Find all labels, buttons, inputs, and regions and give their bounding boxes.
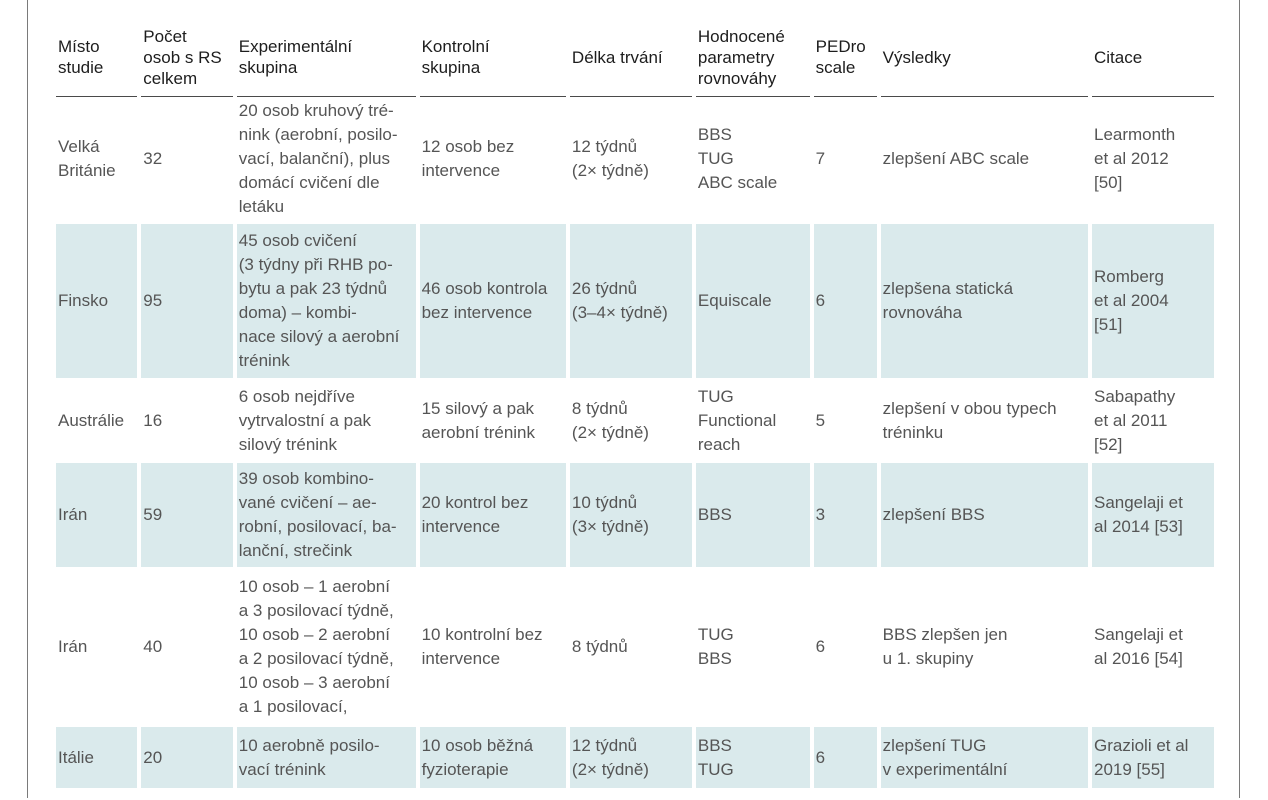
- cell-experimental: 45 osob cvičení (3 týdny při RHB po- byt…: [236, 224, 416, 378]
- cell-location: Austrálie: [58, 410, 125, 430]
- cell-duration: 12 týdnů (2× týdně): [571, 137, 649, 180]
- cell-citation: Sangelaji et al 2014 [53]: [1091, 463, 1214, 567]
- cell-experimental: 6 osob nejdříve vytrvalostní a pak silov…: [238, 386, 372, 454]
- cell-duration: 26 týdnů (3–4× týdně): [569, 224, 692, 378]
- header-count: Počet osob s RS celkem: [141, 22, 233, 97]
- cell-pedro: 6: [815, 637, 826, 656]
- cell-citation: Sangelaji et al 2016 [54]: [1093, 625, 1183, 668]
- cell-location: Irán: [58, 637, 88, 656]
- cell-experimental: 39 osob kombino- vané cvičení – ae- robn…: [236, 463, 416, 567]
- header-row: Místo studie Počet osob s RS celkem Expe…: [56, 22, 1214, 97]
- cell-experimental: 10 aerobně posilo- vací trénink: [236, 727, 416, 788]
- cell-location: Velká Británie: [58, 137, 116, 180]
- cell-results: zlepšena statická rovnováha: [880, 224, 1088, 378]
- cell-count: 16: [143, 410, 163, 430]
- table-row: Irán 40 10 osob – 1 aerobní a 3 posilova…: [56, 570, 1214, 724]
- cell-citation: Grazioli et al 2019 [55]: [1091, 727, 1214, 788]
- cell-parameters: TUG BBS: [697, 625, 734, 668]
- cell-count: 32: [143, 149, 163, 168]
- header-experimental: Experimentální skupina: [236, 22, 416, 97]
- cell-duration: 8 týdnů: [571, 637, 628, 656]
- cell-parameters: BBS: [695, 463, 810, 567]
- cell-count: 20: [141, 727, 233, 788]
- header-parameters: Hodnocené parametry rovnováhy: [695, 22, 810, 97]
- cell-results: zlepšení ABC scale: [882, 149, 1030, 168]
- cell-citation: Learmonth et al 2012 [50]: [1093, 125, 1176, 192]
- cell-count: 59: [141, 463, 233, 567]
- cell-location: Finsko: [56, 224, 138, 378]
- cell-pedro: 5: [815, 410, 826, 430]
- header-citation: Citace: [1091, 22, 1214, 97]
- cell-results: BBS zlepšen jen u 1. skupiny: [882, 625, 1008, 668]
- cell-experimental: 20 osob kruhový tré- nink (aerobní, posi…: [238, 101, 398, 216]
- cell-control: 20 kontrol bez intervence: [419, 463, 566, 567]
- cell-pedro: 6: [813, 224, 877, 378]
- cell-count: 40: [143, 637, 163, 656]
- cell-duration: 12 týdnů (2× týdně): [569, 727, 692, 788]
- cell-control: 10 osob běžná fyzioterapie: [419, 727, 566, 788]
- cell-parameters: TUG Functional reach: [697, 386, 777, 454]
- studies-table: Místo studie Počet osob s RS celkem Expe…: [52, 22, 1218, 788]
- table-row: Austrálie 16 6 osob nejdříve vytrvalostn…: [56, 381, 1214, 460]
- cell-control: 46 osob kontrola bez intervence: [419, 224, 566, 378]
- cell-parameters: BBS TUG ABC scale: [697, 125, 778, 192]
- cell-control: 12 osob bez intervence: [421, 137, 515, 180]
- cell-experimental: 10 osob – 1 aerobní a 3 posilovací týdně…: [238, 577, 394, 716]
- cell-citation: Romberg et al 2004 [51]: [1091, 224, 1214, 378]
- cell-parameters: BBS TUG: [695, 727, 810, 788]
- header-results: Výsledky: [880, 22, 1088, 97]
- header-location: Místo studie: [56, 22, 138, 97]
- cell-control: 15 silový a pak aerobní trénink: [421, 398, 535, 442]
- cell-pedro: 6: [813, 727, 877, 788]
- cell-pedro: 3: [813, 463, 877, 567]
- cell-pedro: 7: [815, 149, 826, 168]
- table-frame: [27, 0, 1240, 798]
- cell-location: Irán: [56, 463, 138, 567]
- cell-duration: 8 týdnů (2× týdně): [571, 398, 649, 442]
- table-row: Finsko 95 45 osob cvičení (3 týdny při R…: [56, 224, 1214, 378]
- header-duration: Délka trvání: [569, 22, 692, 97]
- cell-results: zlepšení v obou typech tréninku: [882, 398, 1057, 442]
- cell-location: Itálie: [56, 727, 138, 788]
- cell-citation: Sabapathy et al 2011 [52]: [1093, 386, 1176, 454]
- header-control: Kontrolní skupina: [419, 22, 566, 97]
- cell-parameters: Equiscale: [695, 224, 810, 378]
- cell-results: zlepšení TUG v experimentální: [880, 727, 1088, 788]
- table-row: Itálie 20 10 aerobně posilo- vací trénin…: [56, 727, 1214, 788]
- cell-control: 10 kontrolní bez intervence: [421, 625, 543, 668]
- cell-results: zlepšení BBS: [880, 463, 1088, 567]
- cell-duration: 10 týdnů (3× týdně): [569, 463, 692, 567]
- cell-count: 95: [141, 224, 233, 378]
- table-row: Velká Británie 32 20 osob kruhový tré- n…: [56, 97, 1214, 221]
- header-pedro: PEDro scale: [813, 22, 877, 97]
- table-row: Irán 59 39 osob kombino- vané cvičení – …: [56, 463, 1214, 567]
